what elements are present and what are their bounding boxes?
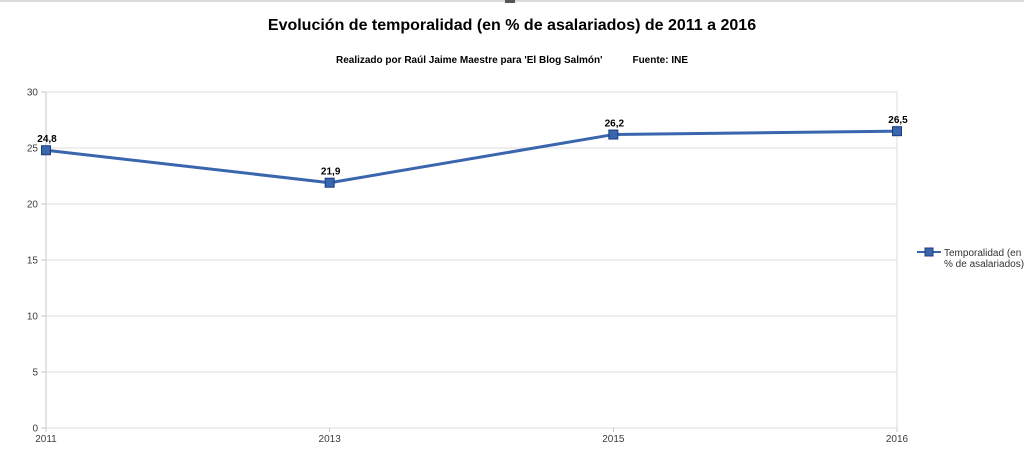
xtick-label-2011: 2011 <box>35 434 57 445</box>
xtick-label-2013: 2013 <box>319 434 342 445</box>
data-marker-2013 <box>324 177 335 188</box>
ytick-label-25: 25 <box>27 144 39 155</box>
data-marker-2016 <box>892 126 902 137</box>
ytick-label-30: 30 <box>27 88 39 99</box>
chart-credit: Realizado por Raúl Jaime Maestre para 'E… <box>335 55 603 66</box>
chart-source: Fuente: INE <box>632 55 689 66</box>
screen-top-notch <box>505 0 515 3</box>
ytick-label-10: 10 <box>27 312 39 323</box>
data-label-2015: 26,2 <box>605 119 625 130</box>
xtick-label-2016: 2016 <box>886 434 909 445</box>
data-label-2011: 24,8 <box>37 134 57 145</box>
data-label-2016: 26,5 <box>888 115 908 126</box>
data-marker-2011 <box>41 145 51 156</box>
legend-label-line1: Temporalidad (en <box>944 248 1021 259</box>
legend-marker <box>924 247 934 257</box>
xtick-label-2015: 2015 <box>602 434 625 445</box>
chart-title: Evolución de temporalidad (en % de asala… <box>267 17 757 34</box>
data-marker-2015 <box>608 129 619 140</box>
ytick-label-0: 0 <box>32 424 38 435</box>
ytick-label-20: 20 <box>27 200 39 211</box>
series-line <box>45 129 898 185</box>
legend-label-line2: % de asalariados) <box>944 259 1024 270</box>
data-label-2013: 21,9 <box>321 167 341 178</box>
chart-subtitle: Realizado por Raúl Jaime Maestre para 'E… <box>0 55 1024 66</box>
ytick-label-5: 5 <box>32 368 38 379</box>
ytick-label-15: 15 <box>27 256 39 267</box>
